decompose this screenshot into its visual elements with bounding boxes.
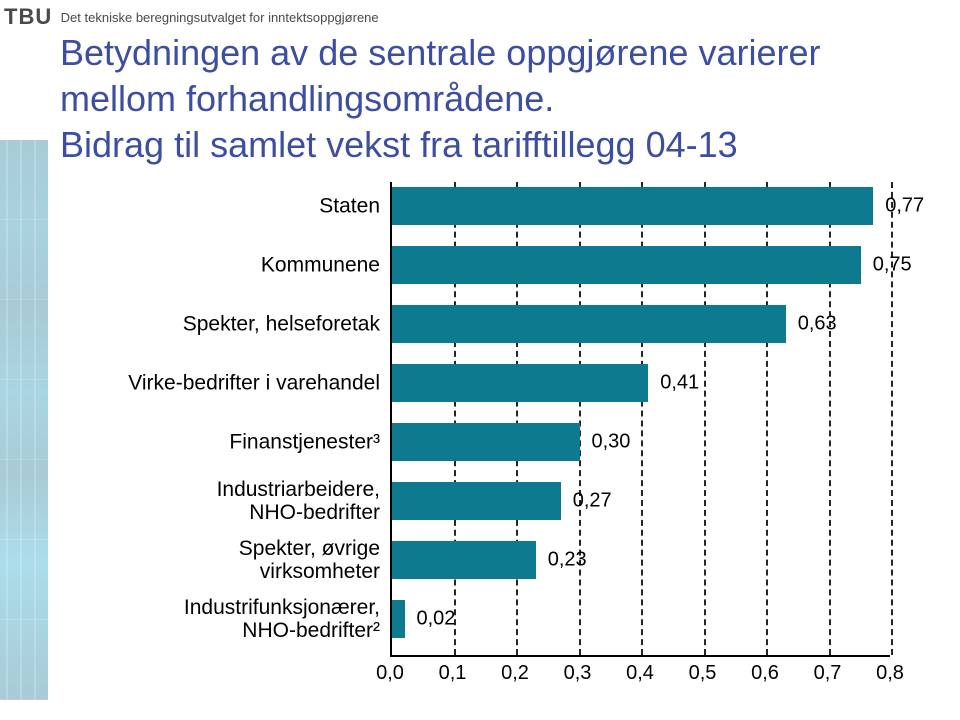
category-label: Staten [120, 194, 380, 217]
value-label: 0,23 [548, 549, 587, 572]
header: TBU Det tekniske beregningsutvalget for … [4, 4, 379, 30]
x-tick-label: 0,6 [751, 662, 779, 685]
bar-chart: 0,00,10,20,30,40,50,60,70,8Staten0,77Kom… [130, 182, 920, 712]
x-tick-label: 0,2 [501, 662, 529, 685]
bar [392, 482, 561, 520]
slide-title: Betydningen av de sentrale oppgjørene va… [60, 30, 940, 168]
category-label: Spekter, helseforetak [120, 312, 380, 335]
category-label: Finanstjenester³ [120, 430, 380, 453]
x-tick-label: 0,8 [876, 662, 904, 685]
org-abbr: TBU [4, 4, 52, 30]
title-line-2: Bidrag til samlet vekst fra tarifftilleg… [60, 124, 738, 165]
bar [392, 364, 648, 402]
category-label: Virke-bedrifter i varehandel [120, 371, 380, 394]
title-line-1: Betydningen av de sentrale oppgjørene va… [60, 32, 820, 119]
bar [392, 541, 536, 579]
category-label: Industriarbeidere,NHO-bedrifter [120, 478, 380, 524]
bar [392, 246, 861, 284]
bar [392, 600, 405, 638]
x-tick-label: 0,5 [689, 662, 717, 685]
x-tick-label: 0,7 [814, 662, 842, 685]
value-label: 0,02 [417, 608, 456, 631]
slide: TBU Det tekniske beregningsutvalget for … [0, 0, 960, 720]
bar [392, 187, 873, 225]
bar [392, 423, 580, 461]
bar [392, 305, 786, 343]
value-label: 0,63 [798, 313, 837, 336]
category-label: Spekter, øvrigevirksomheter [120, 537, 380, 583]
x-tick-label: 0,3 [564, 662, 592, 685]
x-tick-label: 0,4 [626, 662, 654, 685]
value-label: 0,41 [660, 372, 699, 395]
decorative-strip [0, 140, 48, 700]
value-label: 0,77 [885, 195, 924, 218]
org-full-name: Det tekniske beregningsutvalget for innt… [61, 10, 379, 25]
value-label: 0,27 [573, 490, 612, 513]
category-label: Kommunene [120, 253, 380, 276]
value-label: 0,30 [592, 431, 631, 454]
x-tick-label: 0,1 [439, 662, 467, 685]
x-tick-label: 0,0 [376, 662, 404, 685]
value-label: 0,75 [873, 254, 912, 277]
category-label: Industrifunksjonærer,NHO-bedrifter² [120, 596, 380, 642]
